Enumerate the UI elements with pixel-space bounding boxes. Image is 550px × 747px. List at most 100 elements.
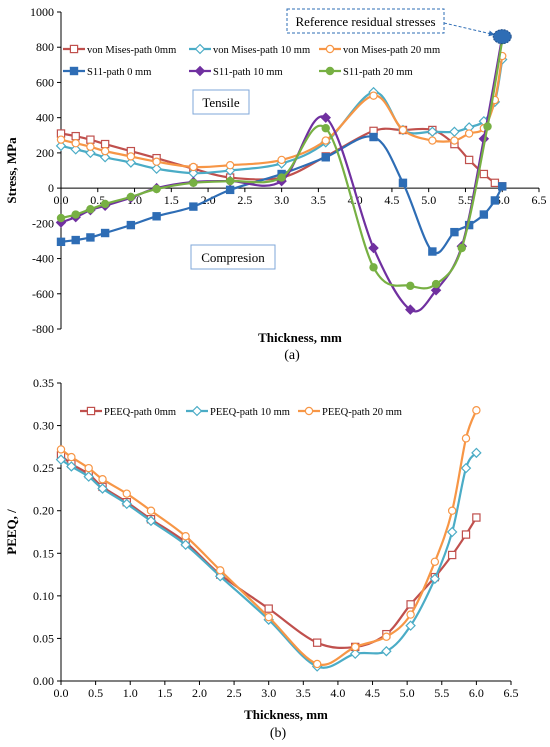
data-point (126, 152, 136, 161)
annotations: Reference residual stresses Tensile Compre… (190, 8, 512, 270)
data-point (189, 178, 198, 188)
data-point (449, 126, 460, 138)
data-point (225, 161, 235, 170)
data-point (405, 304, 416, 315)
data-point (71, 131, 80, 141)
data-point (446, 526, 458, 538)
data-point (122, 489, 131, 498)
data-point (55, 140, 67, 152)
compression-box (190, 244, 276, 270)
data-point (498, 182, 507, 191)
data-point (84, 463, 93, 473)
data-point (457, 243, 466, 253)
y-tick-label: -400 (32, 252, 54, 266)
x-tick-label: 5.0 (400, 686, 415, 700)
legend-entry: von Mises-path 0mm (87, 45, 176, 56)
x-axis-label: Thickness, mm (258, 330, 342, 345)
data-point (398, 178, 408, 188)
data-point (85, 147, 96, 159)
tensile-box (192, 89, 250, 115)
y-tick-label: 0.05 (33, 631, 54, 645)
reference-point (492, 29, 512, 45)
x-tick-label: 3.5 (296, 686, 311, 700)
x-tick-label: 2.5 (237, 193, 252, 207)
data-point (70, 144, 81, 155)
y-axis-label: PEEQ, / (4, 509, 19, 555)
data-point (56, 135, 66, 144)
legend: von Mises-path 0mm von Mises-path 10 mm vo… (63, 43, 440, 78)
data-point (66, 461, 77, 472)
x-tick-label: 1.5 (164, 193, 179, 207)
data-point (461, 434, 471, 443)
x-tick-label: 0.0 (54, 686, 69, 700)
data-point (225, 176, 235, 186)
data-point (490, 196, 500, 205)
data-point (126, 192, 136, 202)
data-point (464, 155, 474, 165)
data-point (447, 550, 457, 560)
data-point (71, 235, 80, 245)
x-tick-label: 4.5 (384, 193, 399, 207)
x-tick-label: 0.5 (88, 686, 103, 700)
data-point (97, 483, 108, 494)
legend-swatch-marker (325, 66, 335, 76)
data-point (472, 513, 481, 522)
data-point (464, 129, 474, 138)
data-point (67, 452, 76, 462)
data-point (430, 285, 442, 296)
data-point (152, 212, 161, 221)
reference-arrow (443, 22, 495, 37)
x-tick-label: 4.0 (330, 686, 345, 700)
y-tick-label: 0.30 (33, 419, 54, 433)
data-point (181, 532, 190, 541)
y-tick-label: -200 (32, 216, 54, 230)
legend-swatch-marker (194, 43, 206, 55)
data-point (431, 279, 441, 289)
legend-swatch-marker (69, 44, 79, 54)
y-tick-label: 0 (48, 181, 54, 195)
data-point (351, 642, 360, 652)
reference-label: Reference residual stresses (295, 14, 435, 29)
data-point (471, 447, 482, 459)
y-tick-label: 0.00 (33, 674, 54, 688)
y-axis-label: Stress, MPa (4, 137, 19, 204)
compression-label: Compresion (201, 250, 265, 265)
data-point (126, 220, 136, 230)
data-point (125, 157, 137, 168)
data-point (450, 136, 459, 145)
data-point (312, 638, 322, 647)
legend-swatch-marker (194, 65, 206, 77)
data-point (264, 604, 273, 613)
legend-entry: S11-path 10 mm (213, 67, 283, 78)
data-point (320, 112, 331, 123)
legend-entry: von Mises-path 10 mm (213, 45, 310, 56)
x-tick-label: 5.0 (421, 193, 436, 207)
data-point (100, 146, 110, 156)
data-point (382, 632, 391, 641)
x-tick-label: 5.5 (458, 193, 473, 207)
data-point (56, 445, 66, 454)
data-point (277, 173, 286, 182)
legend-entry: S11-path 0 mm (87, 67, 151, 78)
x-axis-label: Thickness, mm (244, 707, 328, 722)
data-point (189, 202, 198, 211)
legend-entry: PEEQ-path 0mm (104, 407, 176, 418)
x-tick-label: 2.5 (227, 686, 242, 700)
data-point (405, 620, 416, 631)
y-tick-label: 0.10 (33, 589, 54, 603)
legend-entry: von Mises-path 20 mm (343, 45, 440, 56)
series-2 (55, 447, 482, 672)
data-point (277, 155, 286, 165)
data-point (146, 506, 156, 515)
data-point (145, 515, 157, 527)
data-point (461, 530, 471, 539)
data-point (216, 566, 225, 575)
data-point (450, 227, 459, 237)
data-point (214, 571, 226, 582)
y-tick-label: 600 (36, 75, 54, 89)
tensile-label: Tensile (202, 95, 240, 110)
x-tick-label: 2.0 (192, 686, 207, 700)
reference-box (286, 8, 445, 34)
data-point (398, 125, 408, 135)
data-point (71, 210, 80, 219)
